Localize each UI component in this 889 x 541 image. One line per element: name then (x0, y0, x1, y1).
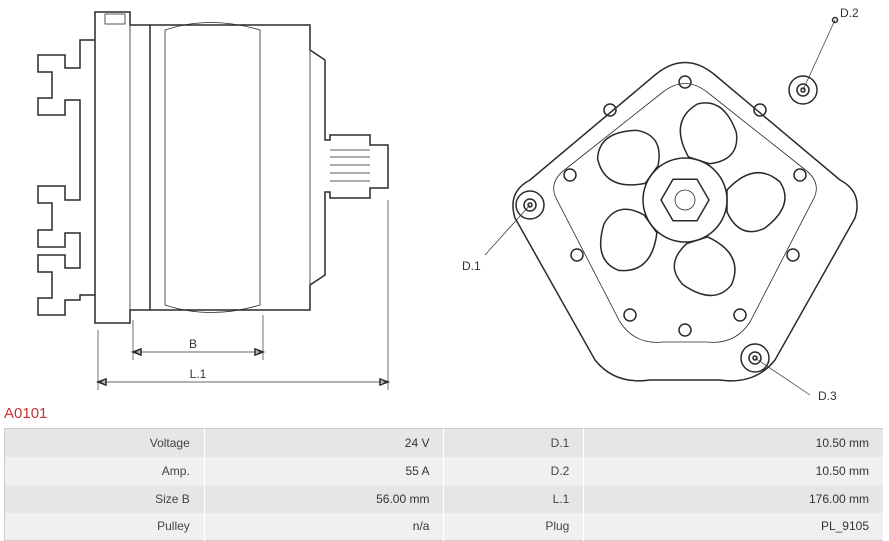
table-row: Pulley n/a Plug PL_9105 (5, 513, 884, 541)
diagram-area: B L.1 (0, 0, 889, 400)
dim-b-label: B (189, 337, 197, 351)
side-view-drawing: B L.1 (10, 0, 410, 400)
callout-d2-label: D.2 (840, 6, 859, 20)
spec-value: 10.50 mm (584, 429, 884, 457)
spec-value: PL_9105 (584, 513, 884, 541)
callout-d1-label: D.1 (462, 259, 481, 273)
spec-label: Size B (5, 485, 205, 513)
table-row: Amp. 55 A D.2 10.50 mm (5, 457, 884, 485)
spec-value: 24 V (204, 429, 444, 457)
spec-value: n/a (204, 513, 444, 541)
spec-label: D.2 (444, 457, 584, 485)
spec-label: Amp. (5, 457, 205, 485)
spec-label: Plug (444, 513, 584, 541)
spec-table: Voltage 24 V D.1 10.50 mm Amp. 55 A D.2 … (4, 428, 884, 541)
part-code: A0101 (4, 405, 47, 422)
spec-label: Pulley (5, 513, 205, 541)
rear-view-drawing: D.1 D.2 D.3 (440, 5, 880, 405)
spec-value: 56.00 mm (204, 485, 444, 513)
spec-label: Voltage (5, 429, 205, 457)
spec-value: 176.00 mm (584, 485, 884, 513)
spec-value: 55 A (204, 457, 444, 485)
spec-label: D.1 (444, 429, 584, 457)
dim-l1-label: L.1 (190, 367, 207, 381)
table-row: Size B 56.00 mm L.1 176.00 mm (5, 485, 884, 513)
callout-d3-label: D.3 (818, 389, 837, 403)
table-row: Voltage 24 V D.1 10.50 mm (5, 429, 884, 457)
spec-value: 10.50 mm (584, 457, 884, 485)
spec-label: L.1 (444, 485, 584, 513)
